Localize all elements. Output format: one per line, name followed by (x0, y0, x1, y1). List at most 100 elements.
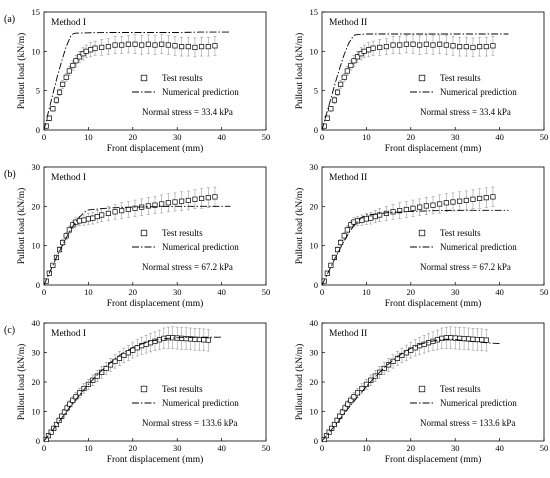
data-point (341, 233, 347, 239)
data-point (474, 336, 480, 343)
chart-panel: 0 10 20 30 40 50 0 10 20 30 40 Front displacement (… (294, 318, 548, 465)
x-tick-label: 20 (407, 287, 416, 297)
data-point (112, 209, 118, 215)
legend-label-prediction: Numerical prediction (162, 398, 239, 408)
data-point (212, 43, 218, 49)
data-point (338, 239, 344, 246)
data-point (205, 195, 211, 201)
y-tick-label: 30 (32, 348, 41, 358)
data-point (92, 45, 98, 51)
y-tick-label: 40 (32, 318, 41, 328)
data-point (56, 247, 63, 253)
y-tick-label: 0 (314, 280, 318, 290)
y-tick-label: 30 (310, 162, 319, 172)
data-point (403, 206, 409, 213)
data-point (368, 215, 374, 221)
data-point (83, 48, 89, 54)
data-point (112, 42, 118, 48)
x-tick-label: 20 (129, 132, 138, 142)
data-point (48, 429, 54, 435)
data-point (470, 336, 476, 342)
data-point (390, 42, 396, 48)
data-point (132, 41, 138, 47)
data-point (339, 409, 345, 415)
data-point (76, 218, 83, 224)
data-point (90, 215, 96, 221)
data-point (179, 198, 185, 204)
x-tick-label: 20 (129, 287, 138, 297)
chart-panel: 0 10 20 30 40 50 0 5 10 15 Front displacement (mm)… (294, 7, 548, 154)
x-tick-label: 30 (173, 132, 182, 142)
legend-marker (418, 74, 426, 82)
plot-frame (43, 166, 267, 286)
x-tick-label: 50 (262, 287, 271, 297)
y-tick-label: 0 (314, 125, 318, 135)
data-point (134, 345, 140, 351)
x-tick-label: 50 (540, 443, 549, 453)
data-point (368, 377, 374, 383)
legend-label-prediction: Numerical prediction (440, 87, 517, 97)
y-tick-label: 0 (36, 280, 40, 290)
y-tick-label: 0 (36, 436, 40, 446)
data-point (159, 41, 165, 47)
x-tick-label: 0 (42, 287, 46, 297)
data-point (354, 54, 361, 60)
data-point (348, 397, 354, 403)
legend-label-prediction: Numerical prediction (162, 242, 239, 252)
x-tick-label: 20 (407, 443, 416, 453)
data-point (477, 195, 483, 202)
data-point (66, 68, 72, 74)
y-tick-label: 20 (310, 201, 319, 211)
data-point (437, 41, 443, 47)
x-tick-label: 40 (217, 443, 226, 453)
data-point (179, 335, 185, 341)
x-tick-label: 40 (495, 443, 504, 453)
panel-title: Method I (51, 329, 86, 339)
data-point (465, 336, 472, 342)
x-tick-label: 10 (84, 287, 93, 297)
data-point (397, 42, 403, 48)
y-tick-label: 10 (32, 46, 41, 56)
data-point (328, 106, 334, 112)
data-point (201, 337, 207, 343)
x-tick-label: 30 (173, 287, 182, 297)
data-point (361, 48, 367, 54)
data-point (351, 394, 357, 400)
x-axis-label: Front displacement (mm) (107, 454, 204, 465)
panel-title: Method II (329, 173, 367, 183)
y-tick-label: 0 (314, 436, 318, 446)
legend-label-prediction: Numerical prediction (162, 87, 239, 97)
x-tick-label: 50 (262, 443, 271, 453)
data-point (43, 123, 49, 129)
legend-label-test: Test results (162, 384, 203, 394)
y-tick-label: 5 (36, 86, 40, 96)
data-point (410, 41, 416, 47)
data-point (132, 205, 138, 211)
data-point (152, 42, 158, 48)
data-point (81, 385, 87, 392)
data-point (105, 210, 111, 216)
data-point (430, 202, 436, 208)
data-point (490, 194, 496, 200)
legend-marker (418, 229, 426, 237)
prediction-line (321, 33, 509, 131)
data-point (383, 44, 389, 50)
normal-stress-label: Normal stress = 133.6 kPa (420, 418, 515, 428)
legend-marker (140, 74, 148, 82)
data-point (145, 203, 151, 209)
row-label: (b) (4, 169, 16, 180)
data-point (403, 41, 409, 47)
data-point (410, 205, 416, 211)
x-tick-label: 10 (362, 287, 371, 297)
x-axis-label: Front displacement (mm) (107, 143, 204, 154)
data-point (76, 390, 83, 396)
data-point (450, 43, 456, 49)
y-axis-label: Pullout load (kN/m) (294, 188, 305, 265)
y-tick-label: 15 (310, 7, 319, 17)
plot-frame (321, 11, 545, 131)
legend-marker (140, 385, 148, 393)
x-tick-label: 50 (540, 287, 549, 297)
row-label: (c) (4, 325, 15, 336)
data-point (205, 337, 211, 343)
